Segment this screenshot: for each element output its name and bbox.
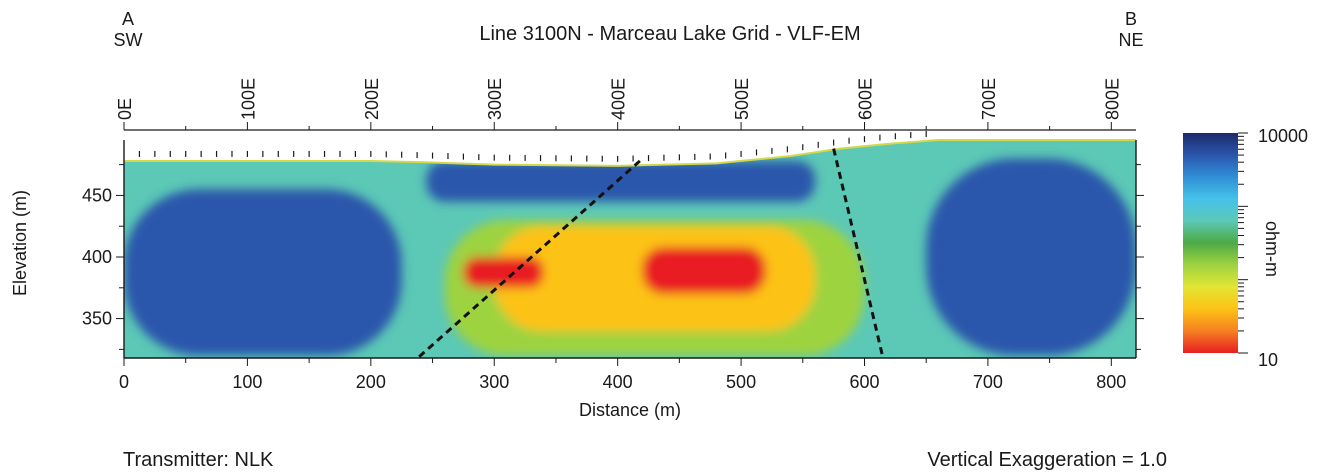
colorbar: 10000 10 ohm-m <box>1183 126 1308 370</box>
station-label: 0E <box>115 98 135 120</box>
resistivity-section <box>124 140 1136 358</box>
x-tick-label: 400 <box>603 372 633 392</box>
resistivity-zone <box>426 160 816 202</box>
topography-line <box>124 139 1136 167</box>
station-label: 600E <box>855 78 875 120</box>
station-label: 400E <box>609 78 629 120</box>
endpoint-a-letter: A <box>122 9 134 29</box>
conductor-axis <box>416 159 641 360</box>
endpoint-a-direction: SW <box>114 30 143 50</box>
x-tick-label: 800 <box>1096 372 1126 392</box>
station-label: 500E <box>732 78 752 120</box>
y-tick-label: 350 <box>82 309 112 329</box>
y-axis-label: Elevation (m) <box>10 190 30 296</box>
transmitter-note: Transmitter: NLK <box>123 449 274 471</box>
chart-title: Line 3100N - Marceau Lake Grid - VLF-EM <box>479 23 860 45</box>
resistivity-zone <box>124 189 402 356</box>
x-axis-label: Distance (m) <box>579 400 681 420</box>
station-label: 700E <box>979 78 999 120</box>
colorbar-gradient <box>1183 133 1238 353</box>
endpoint-b-direction: NE <box>1118 30 1143 50</box>
station-label: 300E <box>485 78 505 120</box>
colorbar-min-label: 10 <box>1258 350 1278 370</box>
x-tick-label: 300 <box>479 372 509 392</box>
y-tick-label: 400 <box>82 247 112 267</box>
station-label: 800E <box>1102 78 1122 120</box>
x-tick-label: 100 <box>232 372 262 392</box>
colorbar-max-label: 10000 <box>1258 126 1308 146</box>
x-tick-label: 700 <box>973 372 1003 392</box>
resistivity-zone <box>926 158 1136 356</box>
resistivity-zone <box>463 257 544 288</box>
interpreted-conductors <box>416 148 885 360</box>
vertical-exaggeration-note: Vertical Exaggeration = 1.0 <box>927 449 1167 471</box>
colorbar-unit-label: ohm-m <box>1262 221 1282 277</box>
station-label: 100E <box>238 78 258 120</box>
station-labels: 0E 100E 200E 300E 400E 500E 600E 700E 800E <box>115 78 1122 120</box>
station-ticks <box>123 122 1112 130</box>
survey-station-markers <box>138 130 927 162</box>
above-ground-mask <box>124 140 1136 166</box>
x-tick-label: 500 <box>726 372 756 392</box>
x-tick-label: 600 <box>849 372 879 392</box>
station-label: 200E <box>362 78 382 120</box>
y-tick-label: 450 <box>82 185 112 205</box>
endpoint-b-letter: B <box>1125 9 1137 29</box>
x-tick-label: 0 <box>119 372 129 392</box>
axes: 0 100 200 300 400 500 600 700 800 350 400 450 <box>82 129 1144 392</box>
resistivity-zone <box>642 247 766 294</box>
x-tick-label: 200 <box>356 372 386 392</box>
